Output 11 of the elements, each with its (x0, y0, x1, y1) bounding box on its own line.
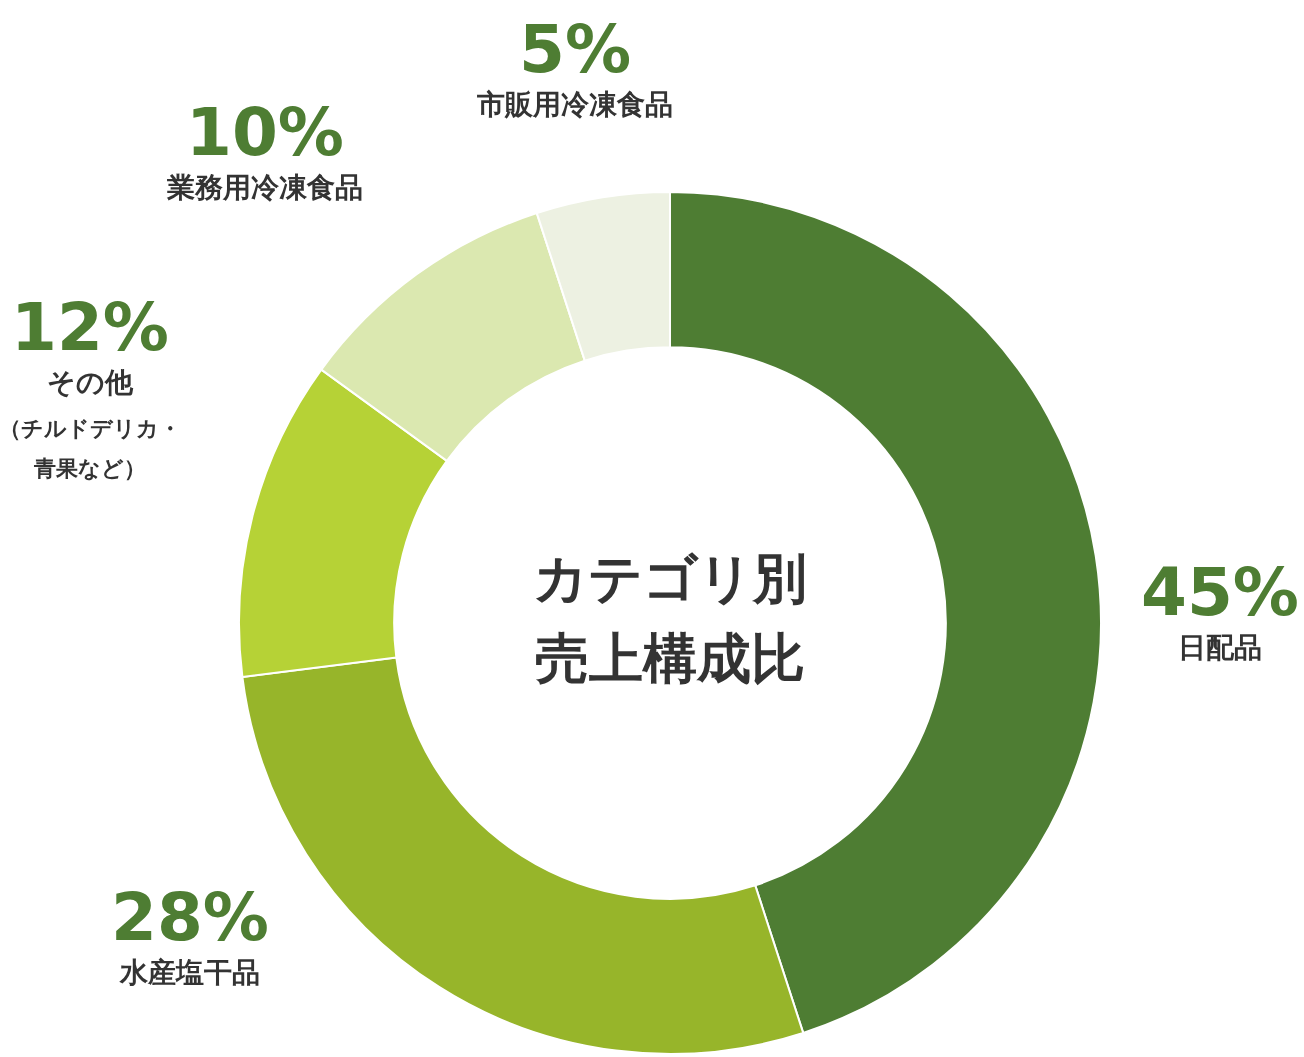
data-label: 45% (1141, 554, 1299, 631)
data-label: 5% (518, 11, 632, 88)
slice-label: その他（チルドデリカ・青果など） (0, 366, 181, 481)
slice-label: 業務用冷凍食品 (166, 171, 363, 204)
data-label: 10% (186, 94, 344, 171)
slice-label: 市販用冷凍食品 (476, 88, 673, 121)
text: カテゴリ別売上構成比 (533, 547, 807, 691)
slice-label: 日配品 (1178, 631, 1262, 664)
slice-label: 水産塩干品 (119, 956, 260, 989)
data-label: 28% (111, 879, 269, 956)
data-label: 12% (11, 289, 169, 366)
